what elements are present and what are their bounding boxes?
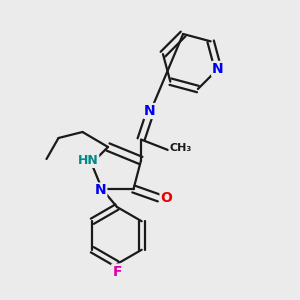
Text: CH₃: CH₃ <box>169 142 192 153</box>
Text: F: F <box>112 265 122 278</box>
Text: O: O <box>160 191 172 205</box>
Text: N: N <box>212 62 224 76</box>
Text: HN: HN <box>77 154 98 167</box>
Text: N: N <box>144 104 156 118</box>
Text: N: N <box>95 184 106 197</box>
